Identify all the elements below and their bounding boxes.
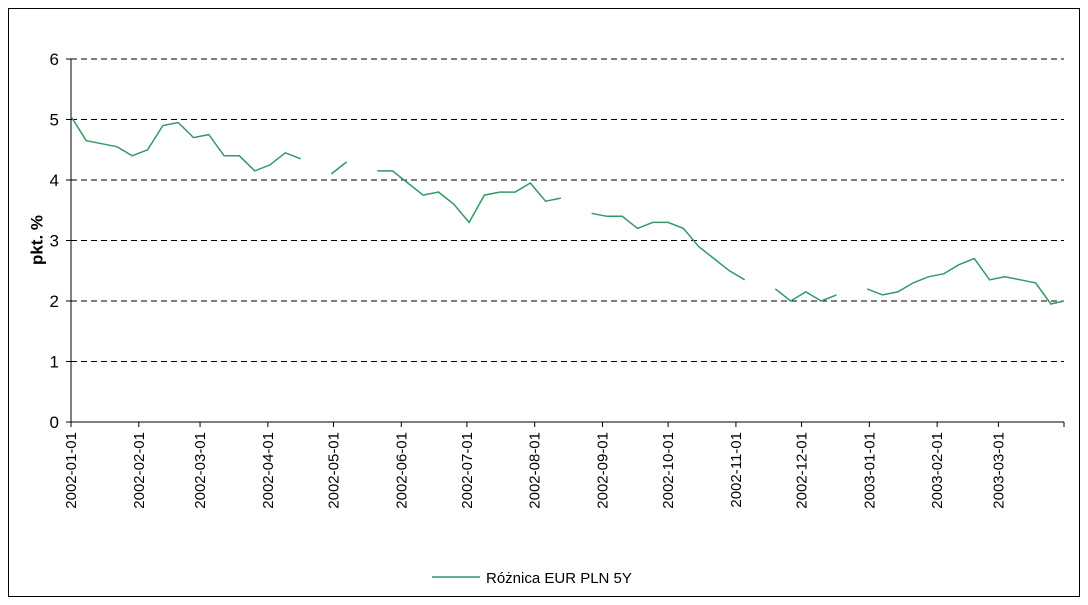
x-tick-label: 2002-07-01	[459, 432, 476, 509]
x-tick-label: 2002-10-01	[660, 432, 677, 509]
data-line	[70, 116, 1065, 305]
x-tick-label: 2003-02-01	[929, 432, 946, 509]
x-tick-label: 2003-01-01	[861, 432, 878, 509]
legend-label: Różnica EUR PLN 5Y	[486, 570, 632, 587]
x-tick-label: 2003-03-01	[990, 432, 1007, 509]
y-tick-label: 3	[50, 232, 59, 251]
x-tick-label: 2002-03-01	[192, 432, 209, 509]
x-tick-label: 2002-05-01	[325, 432, 342, 509]
x-tick-label: 2002-01-01	[63, 432, 80, 509]
x-tick-label: 2002-02-01	[131, 432, 148, 509]
x-tick-label: 2002-06-01	[393, 432, 410, 509]
x-tick-label: 2002-12-01	[794, 432, 811, 509]
x-tick-label: 2002-08-01	[527, 432, 544, 509]
x-tick-label: 2002-09-01	[594, 432, 611, 509]
y-tick-label: 1	[50, 353, 59, 372]
y-axis-label: pkt. %	[27, 215, 46, 265]
y-tick-label: 2	[50, 292, 59, 311]
y-tick-label: 6	[50, 50, 59, 69]
y-tick-label: 5	[50, 111, 59, 130]
y-tick-label: 0	[50, 413, 59, 432]
chart-frame	[8, 8, 1080, 597]
x-tick-label: 2002-11-01	[728, 432, 745, 508]
x-tick-label: 2002-04-01	[260, 432, 277, 509]
y-tick-label: 4	[50, 171, 59, 190]
